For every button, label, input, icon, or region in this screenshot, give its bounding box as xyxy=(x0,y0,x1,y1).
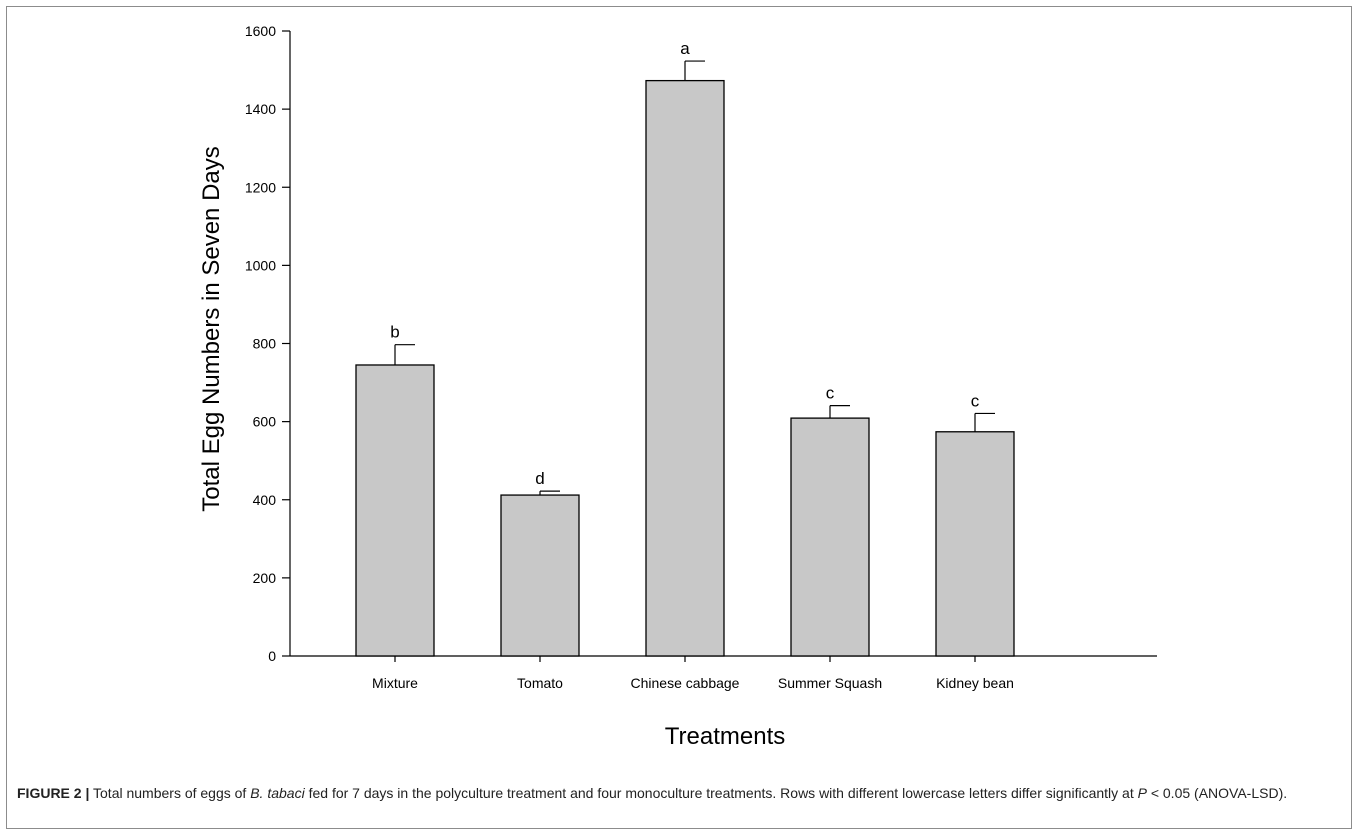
x-tick-label: Kidney bean xyxy=(936,675,1014,691)
y-axis-title: Total Egg Numbers in Seven Days xyxy=(198,146,225,512)
y-axis: 0 200 400 600 800 1000 1200 1400 1600 xyxy=(245,23,291,664)
y-tick-label: 1000 xyxy=(245,257,276,273)
chart-svg: 0 200 400 600 800 1000 1200 1400 1600 Mixture Tom… xyxy=(198,23,1157,750)
x-tick-label: Tomato xyxy=(517,675,563,691)
caption-species-name: B. tabaci xyxy=(250,785,305,801)
caption-figure-label: FIGURE 2 | xyxy=(17,785,90,801)
caption-text-part1: Total numbers of eggs of xyxy=(89,785,251,801)
y-tick-label: 400 xyxy=(253,492,277,508)
bar-tomato xyxy=(500,494,580,657)
y-tick-label: 0 xyxy=(268,648,276,664)
significance-letter: b xyxy=(390,323,399,342)
significance-letters: b d a c c xyxy=(390,39,979,488)
figure-caption: FIGURE 2 | Total numbers of eggs of B. t… xyxy=(17,782,1339,804)
y-tick-label: 600 xyxy=(253,414,277,430)
significance-letter: c xyxy=(826,384,835,403)
x-tick-label: Mixture xyxy=(372,675,418,691)
x-axis: Mixture Tomato Chinese cabbage Summer Squas… xyxy=(290,655,1157,691)
caption-text-part3: < 0.05 (ANOVA-LSD). xyxy=(1146,785,1288,801)
bar-mixture xyxy=(355,364,435,657)
y-tick-label: 800 xyxy=(253,336,277,352)
bars xyxy=(355,79,1015,657)
figure-frame: 0 200 400 600 800 1000 1200 1400 1600 Mixture Tom… xyxy=(6,6,1352,829)
bar-kidney-bean xyxy=(935,431,1015,657)
significance-letter: c xyxy=(971,391,980,410)
bar-summer-squash xyxy=(790,417,870,657)
x-tick-label: Chinese cabbage xyxy=(631,675,740,691)
error-bars xyxy=(394,60,995,496)
bar-chart: 0 200 400 600 800 1000 1200 1400 1600 Mixture Tom… xyxy=(7,7,1353,767)
y-tick-label: 1600 xyxy=(245,23,276,39)
x-axis-title: Treatments xyxy=(665,723,785,750)
caption-text-part2: fed for 7 days in the polyculture treatm… xyxy=(304,785,1138,801)
y-tick-label: 1400 xyxy=(245,101,276,117)
y-tick-label: 1200 xyxy=(245,179,276,195)
significance-letter: a xyxy=(680,39,690,58)
y-tick-label: 200 xyxy=(253,570,277,586)
x-tick-label: Summer Squash xyxy=(778,675,882,691)
significance-letter: d xyxy=(535,469,544,488)
bar-chinese-cabbage xyxy=(645,79,725,657)
caption-p-symbol: P xyxy=(1137,785,1147,801)
